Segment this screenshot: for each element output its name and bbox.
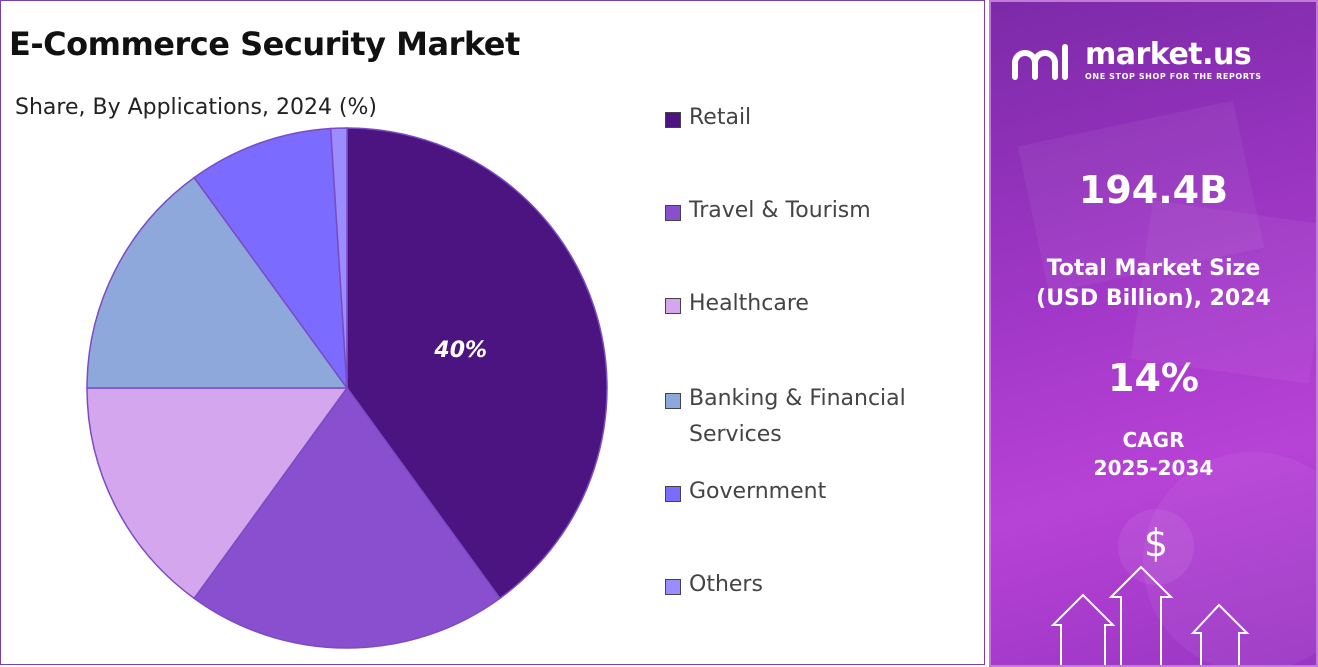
pie-chart: 40% [86, 127, 608, 649]
market-size-label-line1: Total Market Size [1046, 256, 1261, 281]
legend-label: Banking & Financial Services [689, 386, 906, 447]
cagr-label-line1: CAGR [1122, 428, 1185, 452]
cagr-value: 14% [1108, 356, 1199, 400]
cagr-label: CAGR 2025-2034 [991, 426, 1316, 482]
legend-label: Others [689, 572, 763, 597]
legend-label: Healthcare [689, 291, 809, 316]
pie-slice-healthcare [86, 387, 349, 600]
legend-swatch [665, 112, 681, 128]
legend-label: Travel & Tourism [689, 198, 871, 223]
svg-text:$: $ [1144, 521, 1168, 565]
legend-item: Healthcare [665, 291, 959, 322]
logo-icon [1012, 43, 1068, 80]
chart-panel: E-Commerce Security Market Share, By App… [0, 0, 985, 665]
up-arrow-icon [1050, 565, 1250, 665]
legend-swatch [665, 393, 681, 409]
legend-item: Banking & Financial Services [665, 386, 959, 453]
legend-item: Government [665, 479, 959, 510]
pie-slice-government [193, 127, 348, 391]
pie-slice-travel-tourism [193, 386, 501, 649]
cagr-label-line2: 2025-2034 [1093, 456, 1214, 480]
brand-logo: market.us ONE STOP SHOP FOR THE REPORTS [1011, 40, 1262, 81]
legend-item: Travel & Tourism [665, 198, 959, 229]
legend-label: Retail [689, 105, 752, 130]
legend-swatch [665, 298, 681, 314]
legend-swatch [665, 486, 681, 502]
chart-subtitle: Share, By Applications, 2024 (%) [15, 95, 378, 120]
legend-swatch [665, 205, 681, 221]
market-size-label-line2: (USD Billion), 2024 [1036, 286, 1271, 311]
dollar-icon: $ [1144, 521, 1168, 565]
legend-item: Retail [665, 105, 959, 136]
chart-title: E-Commerce Security Market [9, 25, 520, 63]
data-label: 40% [433, 338, 487, 363]
pie-slice-others [329, 127, 348, 389]
legend-item: Others [665, 572, 959, 603]
pie-slice-banking-financial-services [86, 176, 349, 389]
background-graphic [1017, 100, 1316, 665]
brand-tagline: ONE STOP SHOP FOR THE REPORTS [1085, 72, 1262, 81]
brand-name: market.us [1085, 37, 1252, 72]
info-sidebar: market.us ONE STOP SHOP FOR THE REPORTS … [989, 0, 1318, 667]
legend-label: Government [689, 479, 827, 504]
market-size-value: 194.4B [1078, 168, 1229, 212]
legend-swatch [665, 579, 681, 595]
pie-slice-retail [346, 127, 608, 600]
market-size-label: Total Market Size (USD Billion), 2024 [991, 254, 1316, 314]
